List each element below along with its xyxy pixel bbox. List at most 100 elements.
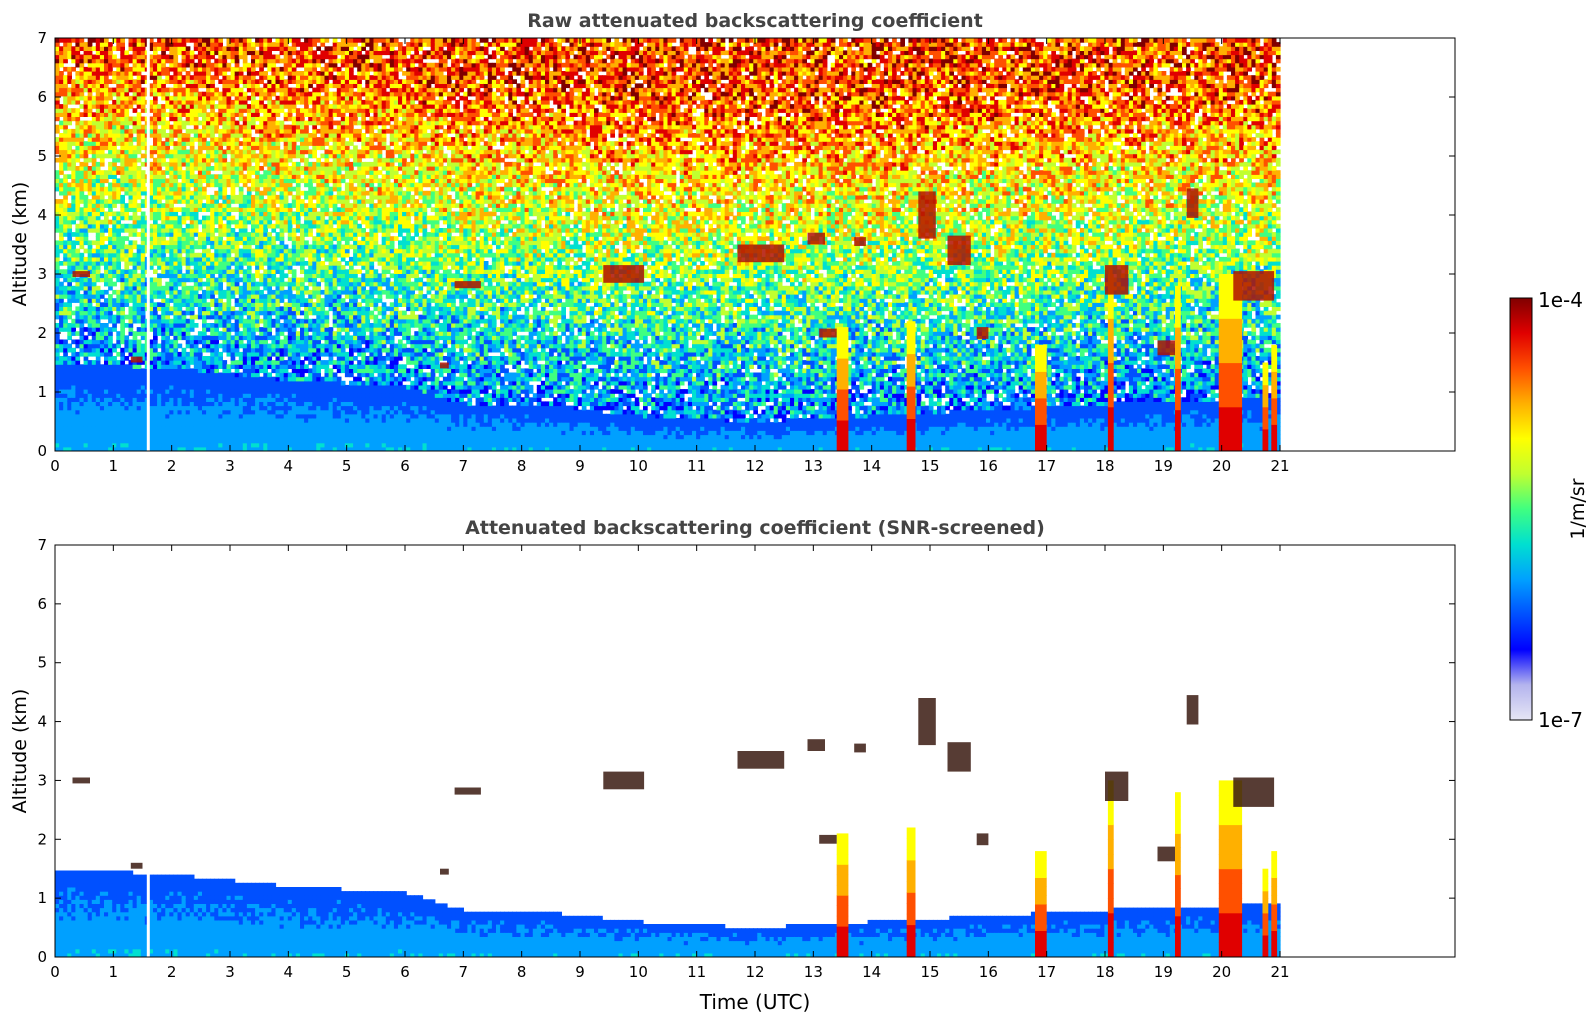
heatmap-cell (80, 112, 85, 117)
heatmap-cell (124, 282, 129, 287)
heatmap-cell (96, 220, 101, 225)
heatmap-cell (88, 224, 93, 229)
heatmap-cell (239, 356, 244, 361)
heatmap-cell (243, 286, 248, 291)
heatmap-cell (202, 426, 207, 431)
heatmap-cell (190, 212, 195, 217)
heatmap-cell (267, 249, 272, 254)
heatmap-cell (186, 79, 191, 84)
heatmap-cell (153, 178, 158, 183)
heatmap-cell (178, 38, 183, 43)
heatmap-cell (198, 368, 203, 373)
heatmap-cell (182, 331, 187, 336)
heatmap-cell (198, 348, 203, 353)
heatmap-cell (235, 141, 240, 146)
heatmap-cell (116, 249, 121, 254)
heatmap-cell (218, 191, 223, 196)
heatmap-cell (129, 364, 134, 369)
heatmap-cell (259, 410, 264, 415)
heatmap-cell (239, 220, 244, 225)
heatmap-cell (124, 290, 129, 295)
heatmap-cell (141, 212, 146, 217)
heatmap-cell (80, 67, 85, 72)
heatmap-cell (239, 439, 244, 444)
heatmap-cell (104, 265, 109, 270)
heatmap-cell (210, 129, 215, 134)
heatmap-cell (137, 273, 142, 278)
heatmap-cell (92, 117, 97, 122)
heatmap-cell (161, 377, 166, 382)
heatmap-cell (71, 340, 76, 345)
heatmap-cell (222, 178, 227, 183)
heatmap-cell (255, 112, 260, 117)
heatmap-cell (153, 401, 158, 406)
heatmap-cell (59, 203, 64, 208)
heatmap-cell (178, 327, 183, 332)
heatmap-cell (153, 406, 158, 411)
heatmap-cell (153, 129, 158, 134)
heatmap-cell (59, 183, 64, 188)
heatmap-cell (186, 236, 191, 241)
heatmap-cell (84, 368, 89, 373)
heatmap-cell (161, 439, 166, 444)
heatmap-cell (55, 356, 60, 361)
heatmap-cell (251, 63, 256, 68)
heatmap-cell (178, 389, 183, 394)
heatmap-cell (71, 356, 76, 361)
heatmap-cell (227, 306, 232, 311)
heatmap-cell (178, 397, 183, 402)
heatmap-cell (100, 410, 105, 415)
heatmap-cell (206, 88, 211, 93)
heatmap-cell (202, 422, 207, 427)
heatmap-cell (55, 327, 60, 332)
heatmap-cell (190, 245, 195, 250)
heatmap-cell (96, 137, 101, 142)
heatmap-cell (112, 129, 117, 134)
heatmap-cell (198, 92, 203, 97)
heatmap-cell (129, 129, 134, 134)
heatmap-cell (267, 187, 272, 192)
heatmap-cell (84, 401, 89, 406)
heatmap-cell (218, 253, 223, 258)
heatmap-cell (169, 232, 174, 237)
heatmap-cell (227, 331, 232, 336)
heatmap-cell (137, 137, 142, 142)
heatmap-cell (255, 141, 260, 146)
heatmap-cell (100, 315, 105, 320)
heatmap-cell (202, 385, 207, 390)
heatmap-cell (133, 216, 138, 221)
heatmap-cell (71, 133, 76, 138)
heatmap-cell (161, 273, 166, 278)
heatmap-cell (222, 290, 227, 295)
heatmap-cell (235, 331, 240, 336)
heatmap-cell (227, 426, 232, 431)
heatmap-cell (202, 42, 207, 47)
heatmap-cell (120, 311, 125, 316)
heatmap-cell (104, 278, 109, 283)
heatmap-cell (227, 319, 232, 324)
heatmap-cell (263, 88, 268, 93)
heatmap-cell (169, 249, 174, 254)
heatmap-cell (165, 67, 170, 72)
heatmap-cell (255, 306, 260, 311)
heatmap-cell (182, 319, 187, 324)
heatmap-cell (259, 129, 264, 134)
heatmap-cell (120, 166, 125, 171)
heatmap-cell (116, 178, 121, 183)
heatmap-cell (222, 340, 227, 345)
heatmap-cell (104, 117, 109, 122)
heatmap-cell (173, 216, 178, 221)
heatmap-cell (100, 50, 105, 55)
heatmap-cell (120, 158, 125, 163)
heatmap-cell (88, 59, 93, 64)
heatmap-cell (190, 422, 195, 427)
heatmap-cell (247, 315, 252, 320)
heatmap-cell (243, 319, 248, 324)
heatmap-cell (59, 75, 64, 80)
heatmap-cell (206, 75, 211, 80)
heatmap-cell (157, 63, 162, 68)
heatmap-cell (231, 112, 236, 117)
heatmap-cell (267, 401, 272, 406)
heatmap-cell (218, 294, 223, 299)
heatmap-cell (239, 46, 244, 51)
